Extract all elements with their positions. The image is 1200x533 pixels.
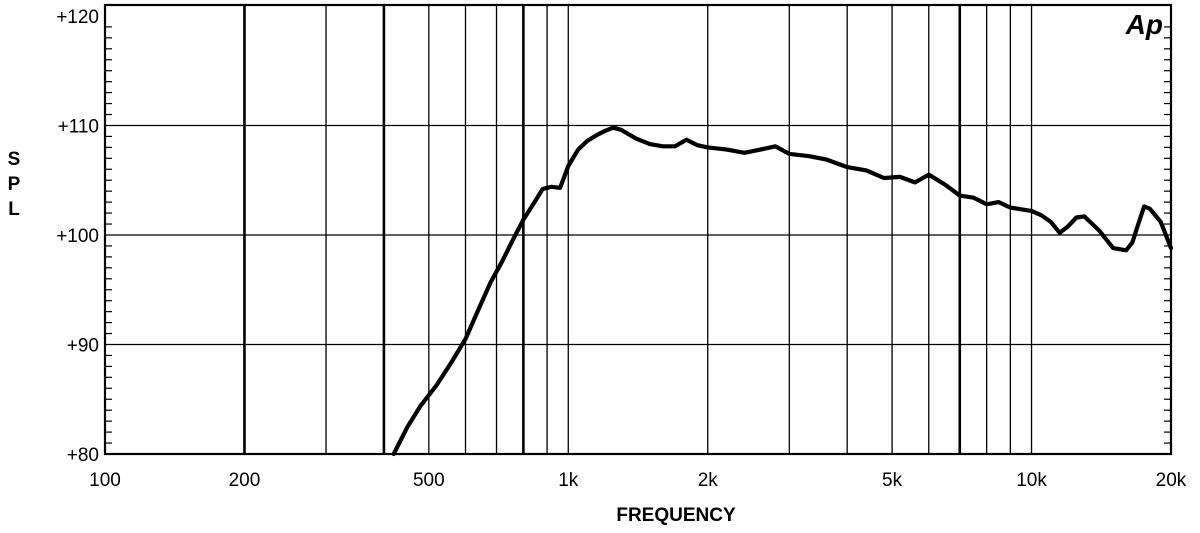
x-tick-label: 1k: [558, 470, 579, 491]
x-axis-title: FREQUENCY: [616, 505, 736, 526]
y-tick-label: +120: [56, 7, 99, 28]
x-tick-label: 20k: [1156, 470, 1187, 491]
x-tick-label: 2k: [698, 470, 719, 491]
series-layer: [391, 125, 1174, 457]
y-tick-label: +80: [67, 445, 99, 466]
grid: [105, 5, 1171, 454]
y-tick-labels: +80 +90 +100 +110 +120: [56, 7, 99, 466]
x-tick-label: 10k: [1016, 470, 1047, 491]
x-tick-labels: 100 200 500 1k 2k 5k 10k 20k: [89, 470, 1187, 491]
spl-response-curve: [391, 125, 1174, 457]
plot-frame: [103, 3, 1173, 456]
x-tick-label: 500: [413, 470, 445, 491]
x-tick-label: 200: [229, 470, 261, 491]
ap-logo: Ap: [1125, 9, 1163, 40]
y-tick-label: +110: [58, 116, 99, 137]
x-tick-label: 100: [89, 470, 121, 491]
y-tick-label: +90: [67, 335, 99, 356]
y-tick-label: +100: [56, 226, 99, 247]
x-tick-label: 5k: [882, 470, 903, 491]
